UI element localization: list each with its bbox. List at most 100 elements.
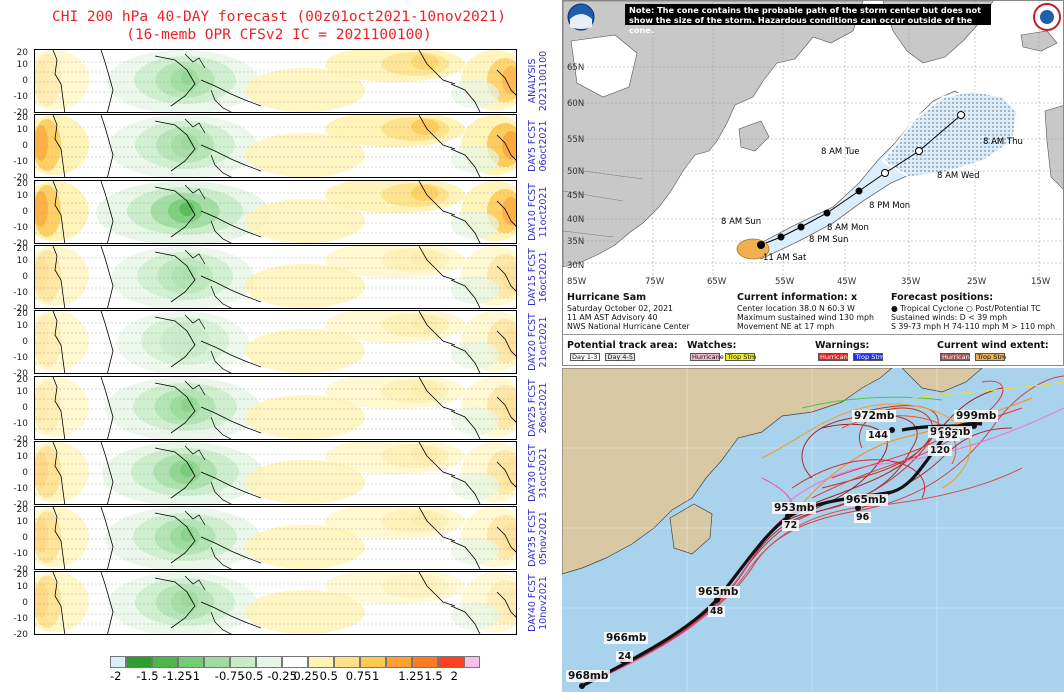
y-tick-label: -20: [13, 630, 28, 641]
chi-row-map: [35, 376, 516, 439]
chi-row: [34, 244, 517, 309]
y-tick-label: -10: [13, 287, 28, 298]
chi-subtitle: (16-memb OPR CFSv2 IC = 2021100100): [126, 27, 432, 43]
y-tick-label: -10: [13, 353, 28, 364]
lat-label: 45N: [567, 191, 585, 201]
chi-row-label: DAY30 FCST 31oct2021: [518, 441, 558, 505]
chi-row-label: DAY20 FCST 21oct2021: [518, 310, 558, 374]
y-tick-label: 0: [22, 271, 28, 282]
lat-label: 40N: [567, 215, 585, 225]
row-label-date: 11oct2021: [538, 186, 549, 238]
chi-row: [34, 440, 517, 505]
lat-label: 55N: [567, 135, 585, 145]
colorbar-label: -1.5: [136, 669, 159, 683]
y-tick-label: 0: [22, 206, 28, 217]
colorbar-label: -0.25: [267, 669, 297, 683]
y-tick-label: -10: [13, 418, 28, 429]
chi-row: [34, 179, 517, 244]
lat-label: 50N: [567, 167, 585, 177]
chi-title: CHI 200 hPa 40-DAY forecast (00z01oct202…: [52, 9, 506, 25]
y-tick-label: 20: [16, 178, 28, 189]
track-time-label: 8 AM Mon: [827, 223, 869, 233]
nhc-center: NWS National Hurricane Center: [567, 322, 690, 331]
track-time-label: 11 AM Sat: [763, 253, 807, 263]
ensemble-tracks-panel: 968mb966mb965mb953mb965mb972mb969mb999mb…: [562, 368, 1064, 692]
y-tick-label: 0: [22, 402, 28, 413]
row-label-date: 05nov2021: [538, 511, 549, 565]
colorbar-swatch: [282, 656, 308, 668]
storm-name: Hurricane Sam: [567, 292, 647, 303]
chi-row-map: [35, 245, 516, 308]
y-tick-label: -10: [13, 92, 28, 102]
row-label-date: 10nov2021: [538, 576, 549, 631]
tropical-cyclone-icon: ●: [891, 304, 898, 313]
nhc-cone-map: Note: The cone contains the probable pat…: [563, 1, 1063, 289]
chi-row-label: DAY5 FCST 06oct2021: [518, 114, 558, 178]
lon-label: 65W: [707, 277, 727, 287]
colorbar-label: 2: [450, 669, 458, 683]
y-tick-label: 10: [16, 190, 28, 201]
colorbar-swatch: [464, 656, 480, 668]
y-tick-label: 10: [16, 451, 28, 462]
track-time-label: 8 PM Mon: [869, 201, 911, 211]
colorbar-label: 1.5: [424, 669, 443, 683]
lon-label: 55W: [775, 277, 795, 287]
current-info-title: Current information: x: [737, 292, 858, 303]
y-tick-label: -10: [13, 483, 28, 494]
chi-y-ticks: 20 10 0 -10 -20: [0, 571, 32, 640]
pressure-label: 965mb: [696, 586, 741, 598]
y-tick-label: -20: [13, 238, 28, 249]
chi-y-ticks: 20 10 0 -10 -20: [0, 243, 32, 313]
chi-row-map: [35, 50, 516, 112]
row-label-date: 2021100100: [538, 50, 549, 112]
watches-legend: Hurricane Trop Stm: [690, 353, 757, 361]
colorbar-swatch: [110, 656, 126, 668]
chi-row-map: [35, 115, 516, 178]
colorbar-swatch: [360, 656, 386, 668]
nhc-track-points: [757, 111, 965, 249]
y-tick-label: 0: [22, 76, 28, 86]
chi-row-map: [35, 180, 516, 243]
colorbar-label: 1: [372, 669, 380, 683]
chi-row-label: ANALYSIS 2021100100: [518, 49, 558, 113]
y-tick-label: 20: [16, 243, 28, 254]
current-info-line: Center location 38.0 N 60.3 W: [737, 304, 855, 313]
chi-row-map: [35, 572, 516, 635]
chi-colorbar: [110, 656, 480, 668]
chi-row-label: DAY35 FCST 05nov2021: [518, 506, 558, 570]
colorbar-label: -1: [188, 669, 201, 683]
row-label-date: 21oct2021: [538, 316, 549, 368]
chi-forecast-panel: CHI 200 hPa 40-DAY forecast (00z01oct202…: [0, 9, 558, 683]
chi-y-ticks: 20 10 0 -10 -20: [0, 310, 32, 379]
warnings-legend: Hurricane Trop Stm: [818, 353, 885, 361]
colorbar-swatch: [412, 656, 438, 668]
pressure-label: 953mb: [772, 502, 817, 514]
colorbar-label: 1.25: [398, 669, 424, 683]
y-tick-label: 10: [16, 582, 28, 593]
y-tick-label: -20: [13, 173, 28, 184]
y-tick-label: -10: [13, 549, 28, 560]
chi-row: [34, 49, 517, 113]
track-time-label: 8 PM Sun: [809, 235, 849, 245]
y-tick-label: 10: [16, 321, 28, 332]
row-label-forecast: DAY20 FCST: [527, 313, 538, 372]
row-label-forecast: DAY15 FCST: [527, 248, 538, 306]
current-info-line: Maximum sustained wind 130 mph: [737, 313, 874, 322]
colorbar-swatch: [308, 656, 334, 668]
y-tick-label: 0: [22, 598, 28, 609]
chi-row-map: [35, 311, 516, 374]
forecast-hour-label: 72: [782, 520, 800, 531]
chi-y-ticks: 20 10 0 -10 -20: [0, 49, 32, 118]
chi-row-label: DAY25 FCST 26oct2021: [518, 376, 558, 440]
chi-y-ticks: 20 10 0 -10 -20: [0, 114, 32, 183]
forecast-legend: Sustained winds: D < 39 mph: [891, 313, 1008, 322]
y-tick-label: 10: [16, 60, 28, 70]
y-tick-label: -20: [13, 434, 28, 445]
colorbar-swatch: [230, 656, 256, 668]
y-tick-label: -10: [13, 222, 28, 233]
y-tick-label: 10: [16, 125, 28, 136]
pressure-label: 999mb: [954, 410, 999, 422]
track-time-label: 8 AM Tue: [821, 147, 860, 157]
day45-swatch: Day 4-5: [605, 353, 636, 361]
row-label-date: 31oct2021: [538, 447, 549, 499]
